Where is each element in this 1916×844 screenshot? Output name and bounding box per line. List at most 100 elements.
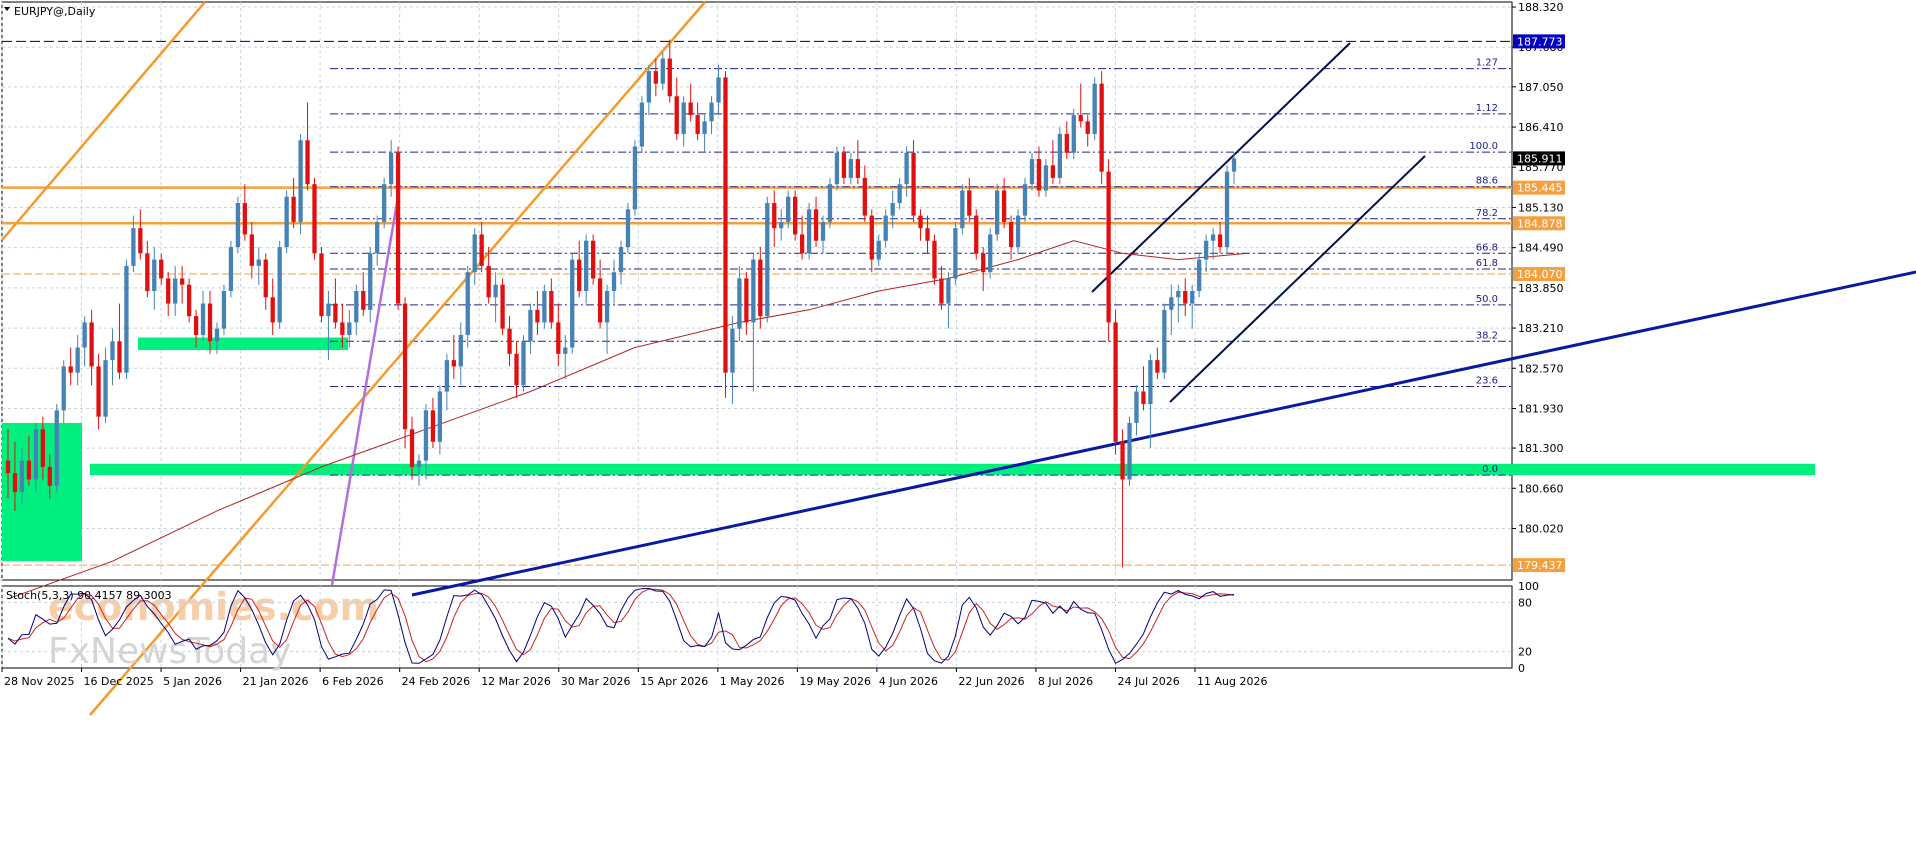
candle-body	[716, 77, 721, 103]
up-channel-lower	[1169, 155, 1426, 403]
candle-body	[897, 184, 902, 204]
candle-body	[333, 303, 338, 323]
candle-body	[1197, 259, 1202, 291]
candle-body	[925, 228, 930, 241]
candle-body	[12, 473, 18, 493]
candle-body	[159, 259, 164, 279]
candle-body	[1106, 171, 1111, 323]
horizontal-levels	[2, 40, 1512, 566]
stochastic-pane: 100 80 20 0 Stoch(5,3,3) 90.4157 89.3003	[2, 580, 1539, 675]
candle-body	[841, 152, 847, 178]
candle-body	[291, 196, 296, 222]
time-tick-label: 11 Aug 2026	[1197, 675, 1267, 688]
fib-level-label: 23.6	[1476, 375, 1498, 386]
candle-body	[604, 291, 610, 323]
fib-level-label: 0.0	[1482, 464, 1498, 475]
candle-body	[437, 391, 443, 442]
candle-body	[152, 259, 157, 291]
candle-body	[444, 360, 449, 392]
candle-body	[1015, 215, 1021, 248]
candle-body	[827, 184, 833, 222]
candle-body	[1183, 291, 1188, 304]
candle-body	[1231, 158, 1237, 172]
price-tick-label: 181.300	[1518, 442, 1564, 455]
time-tick-label: 16 Dec 2025	[84, 675, 154, 688]
candle-body	[117, 341, 122, 373]
candle-body	[145, 253, 150, 291]
candle-body	[688, 102, 693, 116]
candle-body	[103, 360, 108, 417]
candles	[5, 39, 1237, 568]
time-tick-label: 24 Jul 2026	[1117, 675, 1179, 688]
candle-body	[862, 177, 867, 216]
candle-body	[1092, 83, 1097, 134]
candle-body	[981, 253, 986, 273]
candle-body	[193, 316, 199, 335]
candle-body	[1176, 291, 1181, 298]
candle-body	[493, 284, 498, 298]
time-tick-label: 24 Feb 2026	[402, 675, 470, 688]
candle-body	[772, 203, 777, 229]
candle-body	[507, 328, 512, 354]
candle-body	[1120, 441, 1125, 480]
candle-body	[458, 334, 463, 367]
candle-body	[653, 71, 658, 84]
candle-body	[730, 328, 735, 373]
stoch-tick-label: 100	[1518, 580, 1539, 593]
candle-body	[723, 77, 728, 373]
time-tick-label: 15 Apr 2026	[640, 675, 708, 688]
candle-body	[409, 429, 415, 467]
candle-body	[1071, 115, 1076, 153]
violet-swing-line	[330, 184, 402, 586]
candle-body	[221, 291, 227, 329]
zone-box-long	[90, 463, 1815, 476]
candle-body	[214, 328, 220, 342]
candle-body	[744, 278, 749, 323]
time-tick-label: 12 Mar 2026	[481, 675, 551, 688]
candle-body	[883, 215, 888, 241]
candle-body	[326, 303, 331, 317]
candle-body	[1099, 83, 1104, 172]
candle-body	[639, 102, 645, 147]
candle-body	[26, 460, 32, 480]
price-tick-label: 187.050	[1518, 81, 1564, 94]
candle-body	[1001, 190, 1007, 222]
price-tag-box	[1513, 151, 1565, 166]
candle-body	[486, 265, 491, 298]
candle-body	[340, 322, 345, 335]
candle-body	[563, 347, 568, 354]
time-tick-label: 8 Jul 2026	[1038, 675, 1093, 688]
trend-lines	[1, 1, 1916, 716]
candle-body	[124, 265, 129, 373]
candle-body	[535, 309, 540, 323]
chart-title: EURJPY@,Daily	[14, 5, 96, 18]
candle-body	[918, 215, 923, 229]
candle-body	[737, 278, 742, 329]
candle-body	[249, 234, 254, 266]
price-tag-label: 187.773	[1517, 35, 1563, 48]
candle-body	[570, 259, 575, 348]
candle-body	[138, 228, 143, 254]
candle-body	[416, 460, 422, 467]
candle-body	[89, 322, 94, 367]
triangle-down-icon[interactable]	[4, 7, 10, 11]
stoch-pane-frame	[1, 585, 1513, 669]
candle-body	[1141, 391, 1146, 405]
candle-body	[1008, 221, 1014, 248]
time-tick-label: 28 Nov 2025	[4, 675, 74, 688]
candle-body	[319, 253, 324, 317]
time-tick-label: 22 Jun 2026	[958, 675, 1024, 688]
candle-body	[556, 322, 561, 354]
candle-body	[793, 196, 798, 235]
candle-body	[786, 196, 791, 222]
candle-body	[166, 278, 171, 304]
candle-body	[375, 221, 380, 254]
price-tag-box	[1513, 34, 1565, 49]
candle-body	[988, 234, 993, 273]
candle-body	[1162, 309, 1167, 373]
candle-body	[96, 366, 101, 417]
candle-body	[1203, 240, 1209, 260]
candle-body	[542, 291, 547, 323]
